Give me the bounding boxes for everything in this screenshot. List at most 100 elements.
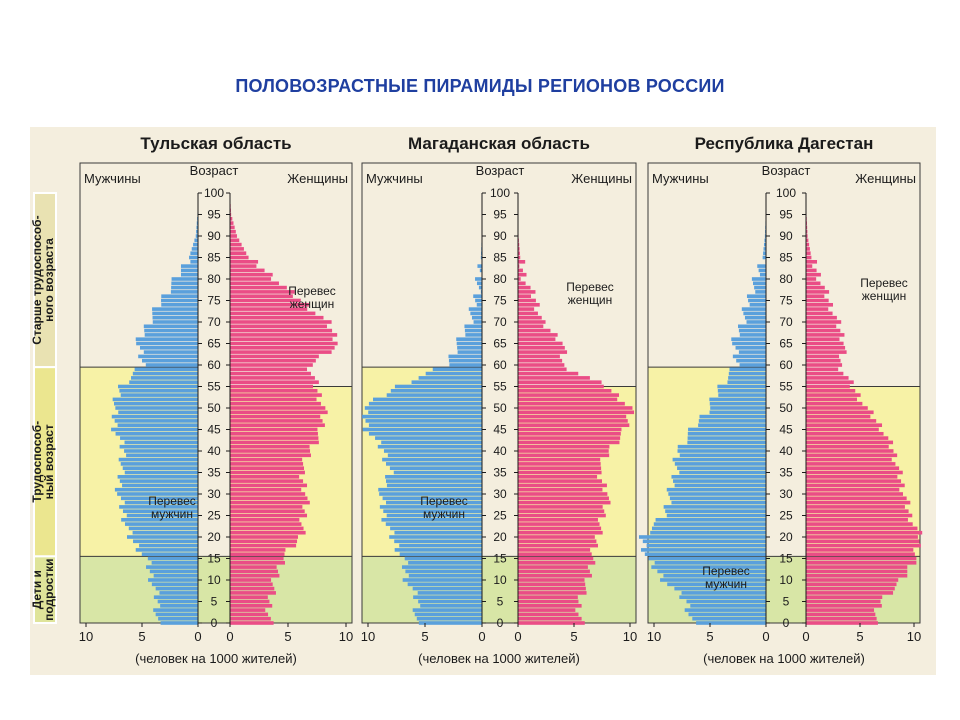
women-bar <box>230 496 308 501</box>
women-bar <box>230 522 302 526</box>
men-bar <box>161 302 198 307</box>
women-bar <box>806 324 837 329</box>
age-tick-label: 25 <box>207 509 221 523</box>
women-bar <box>806 410 874 415</box>
men-bar <box>119 444 198 449</box>
men-bar <box>688 427 766 432</box>
men-bar <box>383 449 482 453</box>
men-bar <box>133 539 198 544</box>
slide-title: ПОЛОВОЗРАСТНЫЕ ПИРАМИДЫ РЕГИОНОВ РОССИИ <box>235 76 725 96</box>
men-bar <box>132 530 198 535</box>
men-bar <box>420 603 482 608</box>
men-bar <box>743 311 766 316</box>
men-bar <box>155 586 198 591</box>
women-bar <box>230 414 321 419</box>
women-bar <box>518 513 606 518</box>
men-bar <box>728 376 766 380</box>
women-bar <box>518 612 579 617</box>
men-bar <box>134 367 198 372</box>
women-bar <box>230 216 233 221</box>
men-bar <box>118 384 198 389</box>
women-bar <box>518 470 602 475</box>
men-bar <box>408 573 482 578</box>
men-bar <box>654 560 766 565</box>
men-bar <box>476 302 482 307</box>
women-bar <box>518 285 531 290</box>
age-tick-label: 5 <box>783 595 790 609</box>
men-bar <box>161 294 198 299</box>
women-bar <box>806 440 894 445</box>
men-bar <box>738 328 766 333</box>
women-bar <box>806 302 833 307</box>
men-bar <box>143 324 198 329</box>
women-bar <box>230 599 270 604</box>
men-bar <box>480 290 482 294</box>
men-bar <box>115 406 198 410</box>
women-bar <box>518 466 602 471</box>
men-bar <box>157 599 198 604</box>
men-bar <box>171 281 198 286</box>
men-bar <box>673 479 766 483</box>
women-bar <box>518 302 540 307</box>
men-bar <box>416 616 482 621</box>
age-tick-label: 10 <box>779 573 793 587</box>
men-bar <box>669 496 766 501</box>
women-bar <box>230 302 309 307</box>
men-bar <box>145 363 198 367</box>
men-bar <box>364 406 482 410</box>
men-bar <box>191 247 198 251</box>
women-bar <box>230 560 285 565</box>
men-bar <box>738 324 766 329</box>
women-bar <box>806 320 842 324</box>
women-bar <box>518 517 598 522</box>
x-tick-label: 0 <box>226 629 233 644</box>
men-bar <box>379 505 482 509</box>
women-bar <box>518 462 601 466</box>
women-bar <box>518 436 621 440</box>
men-bar <box>480 255 482 260</box>
men-bar <box>738 350 766 354</box>
women-bar <box>518 341 563 346</box>
women-bar <box>806 328 841 333</box>
men-bar <box>677 444 766 449</box>
men-bar <box>638 535 766 539</box>
women-bar <box>518 603 582 608</box>
men-bar <box>665 509 766 514</box>
women-bar <box>806 251 811 256</box>
age-tick-label: 0 <box>497 616 504 630</box>
women-bar <box>806 259 818 264</box>
women-bar <box>230 492 306 496</box>
men-bar <box>114 419 198 423</box>
men-bar <box>394 530 482 535</box>
men-bar <box>143 350 198 354</box>
women-bar <box>230 401 321 406</box>
men-bar <box>666 487 766 492</box>
men-bar <box>171 285 198 290</box>
women-bar <box>230 328 333 333</box>
women-bar <box>518 272 527 277</box>
panel-title: Республика Дагестан <box>695 134 874 153</box>
men-bar <box>146 565 198 569</box>
age-tick-label: 35 <box>207 466 221 480</box>
women-bar <box>230 393 322 397</box>
women-bar <box>806 298 829 303</box>
women-bar <box>806 535 918 539</box>
men-bar <box>476 281 482 286</box>
women-bar <box>518 548 591 552</box>
men-bar <box>478 285 482 290</box>
men-bar <box>748 298 766 303</box>
women-bar <box>518 586 586 591</box>
men-bar <box>155 612 198 617</box>
men-bar <box>394 539 482 544</box>
men-bar <box>731 337 766 342</box>
women-bar <box>518 535 595 539</box>
age-tick-label: 70 <box>207 315 221 329</box>
women-bar <box>230 238 240 243</box>
women-bar <box>518 573 592 578</box>
women-bar <box>230 431 318 436</box>
men-bar <box>727 380 766 385</box>
women-bar <box>230 234 237 238</box>
men-bar <box>739 363 766 367</box>
x-tick-label: 5 <box>284 629 291 644</box>
excess-women-label: женщин <box>568 293 613 307</box>
